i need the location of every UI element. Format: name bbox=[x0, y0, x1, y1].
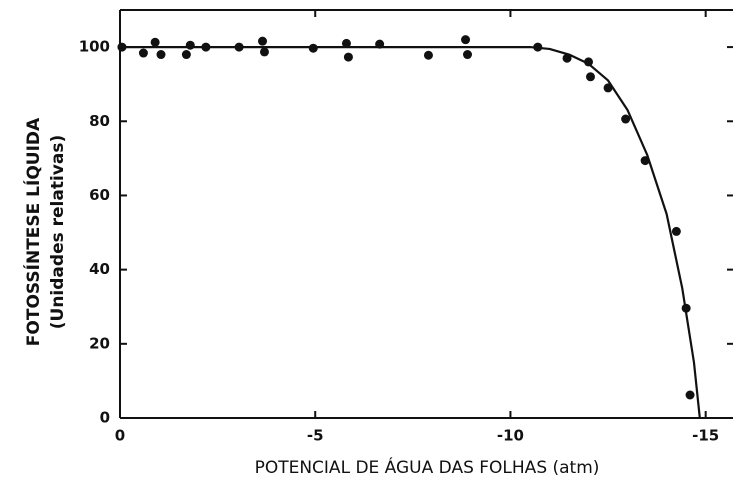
data-point bbox=[185, 40, 195, 50]
data-point bbox=[584, 57, 594, 67]
data-point bbox=[461, 35, 471, 45]
data-point bbox=[258, 36, 268, 46]
data-point bbox=[150, 37, 160, 47]
y-tick-label: 20 bbox=[89, 334, 110, 352]
data-point bbox=[621, 114, 631, 124]
y-tick-label: 0 bbox=[100, 409, 110, 427]
x-axis-label: POTENCIAL DE ÁGUA DAS FOLHAS (atm) bbox=[255, 456, 600, 478]
data-point bbox=[259, 47, 269, 57]
y-tick-label: 100 bbox=[79, 38, 110, 56]
x-tick-label: 0 bbox=[115, 427, 125, 445]
data-point bbox=[181, 50, 191, 60]
y-axis-label: (Unidades relativas) bbox=[48, 135, 68, 330]
y-tick-label: 40 bbox=[89, 260, 110, 278]
data-point bbox=[341, 38, 351, 48]
data-point bbox=[156, 50, 166, 60]
data-point bbox=[562, 53, 572, 63]
data-point bbox=[138, 48, 148, 58]
x-tick-label: -5 bbox=[307, 427, 324, 445]
y-axis-label: FOTOSSÍNTESE LÍQUIDA bbox=[22, 117, 44, 346]
data-point bbox=[671, 226, 681, 236]
data-point bbox=[343, 52, 353, 62]
fit-curve bbox=[120, 45, 701, 419]
data-point bbox=[462, 50, 472, 60]
x-tick-label: -15 bbox=[692, 427, 719, 445]
y-tick-label: 60 bbox=[89, 186, 110, 204]
data-point bbox=[308, 43, 318, 53]
data-point bbox=[585, 72, 595, 82]
y-tick-label: 80 bbox=[89, 112, 110, 130]
x-tick-label: -10 bbox=[497, 427, 524, 445]
data-point bbox=[423, 50, 433, 60]
data-point bbox=[685, 390, 695, 400]
